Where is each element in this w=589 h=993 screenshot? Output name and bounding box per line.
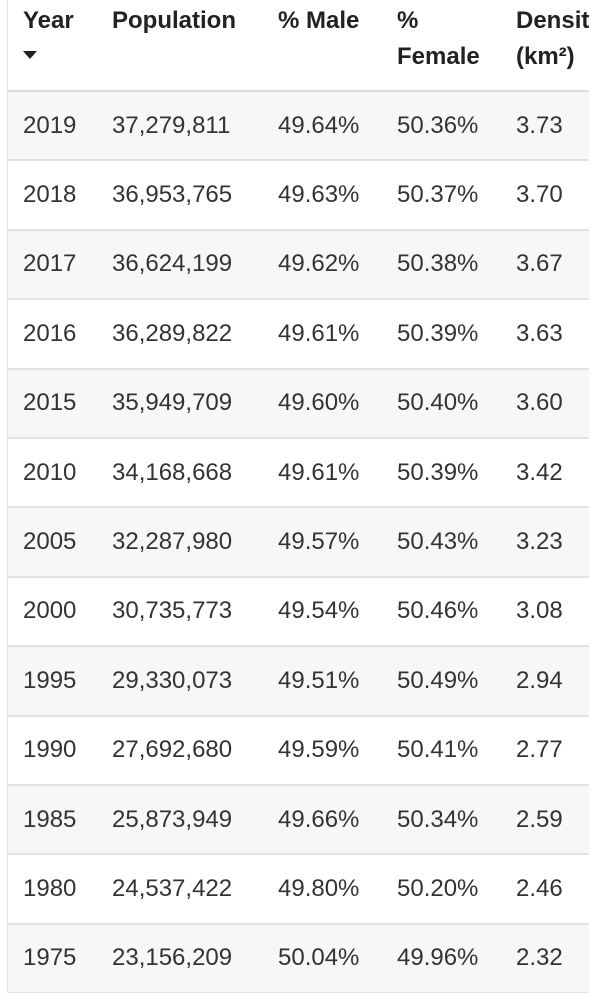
cell-male: 49.80% xyxy=(263,854,382,925)
header-density[interactable]: Density (km²) xyxy=(503,0,589,92)
table-row: 2005 32,287,980 49.57% 50.43% 3.23 xyxy=(8,507,589,578)
header-population-label: Population xyxy=(112,7,236,34)
cell-density: 3.70 xyxy=(503,160,589,231)
header-density-label-line1: Density xyxy=(516,7,589,34)
cell-male: 50.04% xyxy=(263,923,382,993)
cell-year: 1985 xyxy=(8,784,97,856)
cell-male: 49.59% xyxy=(263,715,382,786)
cell-female: 49.96% xyxy=(382,923,503,993)
table-row: 1990 27,692,680 49.59% 50.41% 2.77 xyxy=(8,715,589,786)
cell-female: 50.20% xyxy=(382,854,503,925)
cell-female: 50.39% xyxy=(382,437,503,509)
cell-year: 2005 xyxy=(8,507,97,578)
cell-year: 2018 xyxy=(8,160,97,231)
table-row: 2018 36,953,765 49.63% 50.37% 3.70 xyxy=(8,160,589,231)
cell-male: 49.54% xyxy=(263,576,382,648)
cell-year: 1995 xyxy=(8,646,97,717)
cell-density: 2.77 xyxy=(503,715,589,786)
cell-population: 36,289,822 xyxy=(97,299,263,370)
cell-density: 3.60 xyxy=(503,368,589,439)
cell-female: 50.46% xyxy=(382,576,503,648)
table-row: 2016 36,289,822 49.61% 50.39% 3.63 xyxy=(8,299,589,370)
cell-year: 1990 xyxy=(8,715,97,786)
population-table: Year Population % Male % Female Density … xyxy=(8,0,589,993)
cell-male: 49.51% xyxy=(263,646,382,717)
cell-population: 35,949,709 xyxy=(97,368,263,439)
cell-year: 1975 xyxy=(8,923,97,993)
cell-female: 50.34% xyxy=(382,784,503,856)
cell-density: 2.32 xyxy=(503,923,589,993)
cell-female: 50.36% xyxy=(382,91,503,162)
table-row: 1980 24,537,422 49.80% 50.20% 2.46 xyxy=(8,854,589,925)
table-row: 1975 23,156,209 50.04% 49.96% 2.32 xyxy=(8,923,589,993)
cell-female: 50.39% xyxy=(382,299,503,370)
cell-population: 30,735,773 xyxy=(97,576,263,648)
cell-male: 49.60% xyxy=(263,368,382,439)
left-border xyxy=(0,0,8,993)
caret-down-icon xyxy=(23,51,37,59)
table-body: 2019 37,279,811 49.64% 50.36% 3.73 2018 36,953… xyxy=(8,91,589,993)
cell-density: 3.73 xyxy=(503,91,589,162)
cell-female: 50.40% xyxy=(382,368,503,439)
header-female-label-line1: % xyxy=(397,7,419,34)
header-female[interactable]: % Female xyxy=(382,0,503,92)
cell-year: 2000 xyxy=(8,576,97,648)
cell-female: 50.38% xyxy=(382,229,503,301)
cell-male: 49.61% xyxy=(263,437,382,509)
cell-year: 2010 xyxy=(8,437,97,509)
table-row: 2000 30,735,773 49.54% 50.46% 3.08 xyxy=(8,576,589,648)
cell-population: 32,287,980 xyxy=(97,507,263,578)
cell-year: 2016 xyxy=(8,299,97,370)
cell-female: 50.37% xyxy=(382,160,503,231)
cell-density: 2.59 xyxy=(503,784,589,856)
cell-population: 37,279,811 xyxy=(97,91,263,162)
cell-population: 29,330,073 xyxy=(97,646,263,717)
cell-density: 3.42 xyxy=(503,437,589,509)
cell-population: 36,953,765 xyxy=(97,160,263,231)
cell-female: 50.49% xyxy=(382,646,503,717)
population-table-container[interactable]: Year Population % Male % Female Density … xyxy=(8,0,589,993)
table-row: 2015 35,949,709 49.60% 50.40% 3.60 xyxy=(8,368,589,439)
table-row: 1995 29,330,073 49.51% 50.49% 2.94 xyxy=(8,646,589,717)
cell-year: 2017 xyxy=(8,229,97,301)
table-row: 2017 36,624,199 49.62% 50.38% 3.67 xyxy=(8,229,589,301)
cell-population: 34,168,668 xyxy=(97,437,263,509)
table-header: Year Population % Male % Female Density … xyxy=(8,0,589,92)
cell-density: 2.46 xyxy=(503,854,589,925)
cell-year: 2015 xyxy=(8,368,97,439)
cell-year: 1980 xyxy=(8,854,97,925)
cell-male: 49.62% xyxy=(263,229,382,301)
header-population[interactable]: Population xyxy=(97,0,263,92)
cell-density: 3.23 xyxy=(503,507,589,578)
cell-female: 50.41% xyxy=(382,715,503,786)
header-male-label: % Male xyxy=(278,7,360,34)
cell-density: 3.63 xyxy=(503,299,589,370)
header-row: Year Population % Male % Female Density … xyxy=(8,0,589,92)
cell-population: 23,156,209 xyxy=(97,923,263,993)
cell-male: 49.64% xyxy=(263,91,382,162)
header-year-label: Year xyxy=(23,7,74,34)
cell-male: 49.57% xyxy=(263,507,382,578)
table-row: 1985 25,873,949 49.66% 50.34% 2.59 xyxy=(8,784,589,856)
header-year[interactable]: Year xyxy=(8,0,97,92)
cell-population: 24,537,422 xyxy=(97,854,263,925)
table-row: 2010 34,168,668 49.61% 50.39% 3.42 xyxy=(8,437,589,509)
cell-population: 36,624,199 xyxy=(97,229,263,301)
cell-population: 25,873,949 xyxy=(97,784,263,856)
header-female-label-line2: Female xyxy=(397,43,480,70)
header-male[interactable]: % Male xyxy=(263,0,382,92)
cell-male: 49.66% xyxy=(263,784,382,856)
cell-male: 49.63% xyxy=(263,160,382,231)
header-density-label-line2: (km²) xyxy=(516,43,575,70)
cell-density: 2.94 xyxy=(503,646,589,717)
cell-density: 3.67 xyxy=(503,229,589,301)
cell-male: 49.61% xyxy=(263,299,382,370)
table-row: 2019 37,279,811 49.64% 50.36% 3.73 xyxy=(8,91,589,162)
cell-female: 50.43% xyxy=(382,507,503,578)
cell-population: 27,692,680 xyxy=(97,715,263,786)
cell-year: 2019 xyxy=(8,91,97,162)
cell-density: 3.08 xyxy=(503,576,589,648)
